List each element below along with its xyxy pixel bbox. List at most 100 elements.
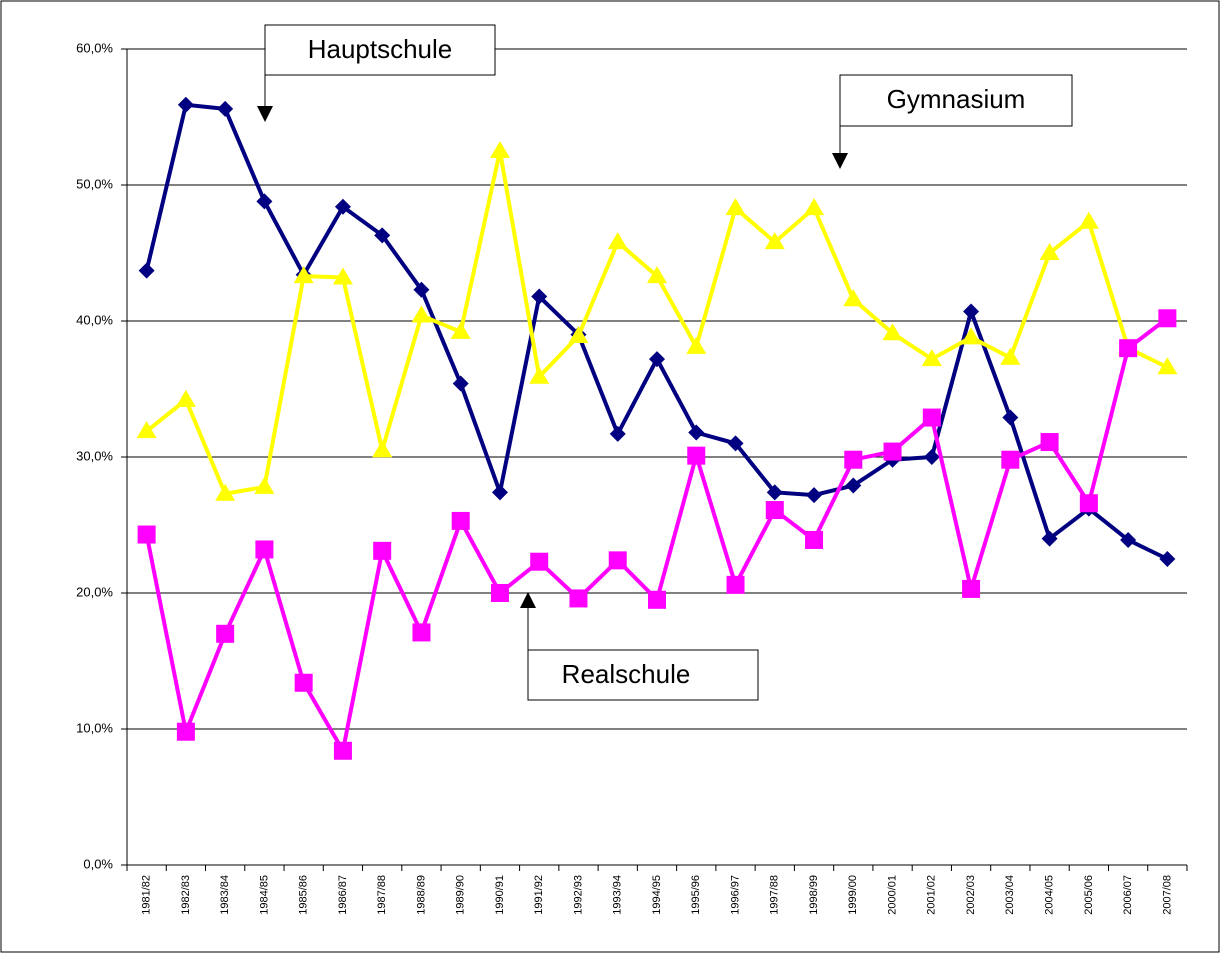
y-tick-label: 20,0% (76, 584, 113, 599)
x-tick-label: 2000/01 (886, 875, 898, 915)
marker (450, 321, 471, 339)
x-tick-label: 1994/95 (651, 875, 663, 915)
marker (882, 323, 903, 341)
x-tick-label: 2004/05 (1043, 875, 1055, 915)
marker (883, 442, 902, 461)
x-tick-label: 1981/82 (141, 875, 153, 915)
x-tick-label: 1990/91 (494, 875, 506, 915)
marker (413, 281, 430, 298)
marker (137, 525, 156, 544)
annotation: Gymnasium (887, 84, 1026, 114)
marker (491, 484, 508, 501)
marker (1158, 309, 1177, 328)
marker (136, 421, 157, 439)
x-tick-label: 2001/02 (926, 875, 938, 915)
marker (293, 266, 314, 284)
y-tick-label: 50,0% (76, 176, 113, 191)
marker (373, 541, 392, 560)
annotation-realschule: Realschule (520, 592, 759, 701)
x-tick-label: 2003/04 (1004, 875, 1016, 915)
annotation-box (527, 649, 759, 701)
x-tick-label: 1984/85 (258, 875, 270, 915)
marker (490, 584, 509, 602)
y-tick-label: 60,0% (76, 40, 113, 55)
marker (1157, 357, 1178, 375)
marker (411, 305, 432, 323)
y-tick-label: 0,0% (83, 856, 113, 871)
marker (962, 579, 981, 598)
marker (452, 375, 469, 392)
x-tick-label: 1986/87 (337, 875, 349, 915)
marker (256, 193, 273, 210)
marker (648, 590, 666, 609)
marker (844, 450, 863, 469)
marker (176, 722, 195, 741)
x-tick-label: 1989/90 (455, 875, 467, 915)
marker (412, 623, 431, 642)
marker (374, 227, 391, 244)
marker (451, 511, 470, 530)
x-tick-label: 1997/88 (769, 875, 781, 915)
y-tick-label: 10,0% (76, 720, 113, 735)
marker (531, 288, 548, 305)
annotation-box (264, 24, 496, 76)
marker (726, 575, 745, 594)
marker (334, 198, 351, 215)
marker (217, 100, 234, 117)
marker (804, 198, 825, 216)
marker (921, 349, 942, 367)
marker (843, 289, 864, 307)
x-tick-label: 1999/00 (847, 875, 859, 915)
marker (529, 366, 550, 384)
marker (215, 483, 236, 501)
marker (805, 530, 824, 549)
marker (177, 96, 194, 113)
marker (254, 476, 275, 494)
marker (255, 540, 274, 559)
y-tick-label: 40,0% (76, 312, 113, 327)
marker (845, 477, 862, 494)
annotation-box (839, 74, 1073, 127)
marker (1002, 409, 1019, 426)
x-tick-label: 1987/88 (376, 875, 388, 915)
x-tick-label: 2002/03 (965, 875, 977, 915)
marker (609, 425, 626, 442)
marker (216, 624, 235, 643)
marker (138, 262, 155, 279)
marker (764, 232, 785, 250)
x-tick-label: 1982/83 (180, 875, 192, 915)
marker (569, 589, 588, 608)
marker (607, 232, 628, 250)
marker (332, 267, 353, 285)
annotation: Realschule (562, 659, 691, 689)
x-tick-label: 2007/08 (1161, 875, 1173, 915)
marker (686, 336, 707, 354)
marker (923, 449, 940, 465)
marker (530, 552, 549, 571)
arrow-head (257, 106, 273, 122)
marker (568, 325, 589, 343)
marker (727, 435, 744, 452)
plot: 0,0% 10,0% 20,0% 30,0% 40,0% 50,0% 60,0% 1981/8… (76, 40, 1188, 915)
marker (963, 303, 980, 320)
x-tick-label: 1998/99 (808, 875, 820, 915)
marker (1120, 531, 1137, 548)
marker (1119, 339, 1138, 358)
arrow-head (520, 592, 536, 608)
arrow-head (832, 153, 848, 169)
marker (766, 484, 783, 501)
marker (1039, 243, 1060, 260)
x-tick-label: 2006/07 (1122, 875, 1134, 915)
marker (1041, 530, 1058, 547)
annotation-hauptschule: Hauptschule (257, 24, 496, 122)
x-tick-label: 1995/96 (690, 875, 702, 915)
marker (961, 327, 982, 345)
marker (687, 446, 706, 465)
x-tick-label: 1993/94 (612, 875, 624, 915)
y-tick-label: 30,0% (76, 448, 113, 463)
annotation-gymnasium: Gymnasium (832, 74, 1073, 169)
x-tick-label: 1992/93 (572, 875, 584, 915)
x-tick-label: 1983/84 (219, 875, 231, 915)
marker (1001, 450, 1020, 469)
